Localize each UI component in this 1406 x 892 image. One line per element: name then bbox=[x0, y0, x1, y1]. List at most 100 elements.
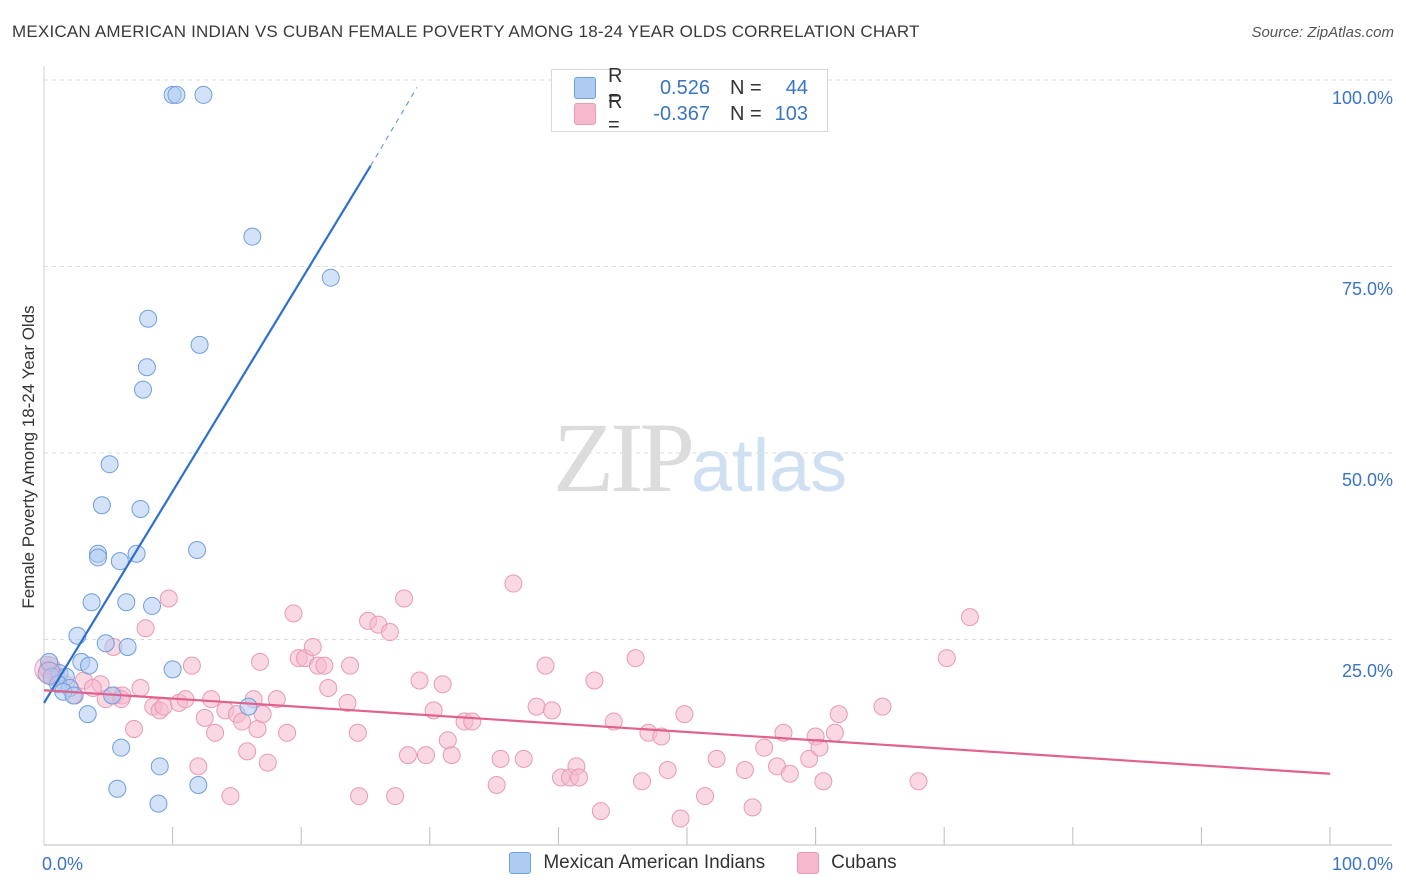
cuban-point bbox=[800, 749, 819, 768]
cuban-point bbox=[258, 753, 277, 772]
mexican-american-indian-point bbox=[118, 637, 137, 656]
cuban-point bbox=[438, 731, 457, 750]
cuban-point bbox=[514, 749, 533, 768]
cuban-point bbox=[780, 764, 799, 783]
cuban-point bbox=[221, 787, 240, 806]
cuban-point bbox=[658, 761, 677, 780]
mexican-american-indian-point bbox=[82, 593, 101, 612]
mexican-american-indian-point bbox=[143, 596, 162, 615]
cuban-point bbox=[284, 604, 303, 623]
cuban-point bbox=[671, 809, 690, 828]
cuban-point bbox=[604, 712, 623, 731]
cuban-point bbox=[707, 749, 726, 768]
cuban-point bbox=[814, 772, 833, 791]
mexican-american-indian-point bbox=[108, 779, 127, 798]
cubans-trend-line bbox=[43, 689, 1331, 775]
cuban-point bbox=[829, 705, 848, 724]
cuban-point bbox=[233, 712, 252, 731]
mexican-american-indian-point bbox=[92, 496, 111, 515]
legend-row-mexican-american-indians: R = 0.526 N = 44 bbox=[574, 65, 808, 110]
cuban-point bbox=[743, 798, 762, 817]
cuban-point bbox=[338, 693, 357, 712]
cuban-point bbox=[315, 656, 334, 675]
cuban-point bbox=[675, 705, 694, 724]
y-tick-label: 100.0% bbox=[1332, 88, 1393, 108]
watermark-zip: ZIP bbox=[553, 402, 695, 513]
mexican-american-indian-point bbox=[167, 85, 186, 104]
cuban-point bbox=[136, 619, 155, 638]
cuban-point bbox=[825, 723, 844, 742]
cuban-point bbox=[267, 690, 286, 709]
mexican-american-indian-point bbox=[100, 455, 119, 474]
mexican-american-indian-point bbox=[89, 548, 108, 567]
cubans-points bbox=[34, 574, 979, 828]
cuban-point bbox=[348, 723, 367, 742]
mexican-american-indian-point bbox=[150, 757, 169, 776]
mexican-american-indian-point bbox=[189, 775, 208, 794]
legend-swatch-blue bbox=[509, 852, 532, 874]
watermark-atlas: atlas bbox=[691, 424, 848, 507]
cuban-point bbox=[182, 656, 201, 675]
zipatlas-watermark: ZIPatlas bbox=[553, 400, 847, 515]
cuban-point bbox=[755, 738, 774, 757]
cuban-point bbox=[131, 678, 150, 697]
mexican-american-indian-point bbox=[137, 358, 156, 377]
axes bbox=[43, 66, 1392, 846]
cuban-point bbox=[433, 675, 452, 694]
mexican-american-indian-point bbox=[321, 268, 340, 287]
mexican-american-indian-point bbox=[163, 660, 182, 679]
mexican-american-indian-point bbox=[112, 738, 131, 757]
legend-item-cubans: Cubans bbox=[797, 852, 897, 874]
cuban-point bbox=[937, 649, 956, 668]
cuban-point bbox=[238, 742, 257, 761]
legend-n-label: N = bbox=[730, 102, 762, 125]
y-tick-label: 25.0% bbox=[1342, 661, 1393, 681]
trend-lines bbox=[43, 87, 1331, 775]
cuban-point bbox=[960, 608, 979, 627]
cuban-point bbox=[341, 656, 360, 675]
x-tick-label: 0.0% bbox=[42, 854, 83, 874]
cuban-point bbox=[810, 738, 829, 757]
cuban-point bbox=[527, 697, 546, 716]
legend-n-label: N = bbox=[730, 76, 762, 99]
cuban-point bbox=[591, 802, 610, 821]
mexican-american-indian-point bbox=[188, 540, 207, 559]
legend-item-mexican-american-indians: Mexican American Indians bbox=[509, 852, 765, 874]
cuban-point bbox=[442, 746, 461, 765]
mexican-american-indian-point bbox=[117, 593, 136, 612]
legend-r-value: 0.526 bbox=[659, 76, 710, 99]
tick-labels: 100.0% 75.0% 50.0% 25.0% 0.0% 100.0% bbox=[42, 88, 1393, 874]
cuban-point bbox=[380, 623, 399, 642]
legend-swatch-pink bbox=[797, 852, 820, 874]
mexican-american-indian-point bbox=[37, 661, 61, 685]
cuban-point bbox=[319, 678, 338, 697]
mexican-american-indian-point bbox=[80, 656, 99, 675]
cuban-point bbox=[873, 697, 892, 716]
chart-title: MEXICAN AMERICAN INDIAN VS CUBAN FEMALE … bbox=[12, 22, 920, 41]
cuban-point bbox=[487, 775, 506, 794]
cuban-point bbox=[416, 746, 435, 765]
cuban-point bbox=[278, 723, 297, 742]
cuban-point bbox=[251, 652, 270, 671]
mexican-american-indian-point bbox=[131, 499, 150, 518]
y-tick-label: 75.0% bbox=[1342, 279, 1393, 299]
mexican-american-indian-point bbox=[243, 227, 262, 246]
x-tick-label: 100.0% bbox=[1332, 854, 1393, 874]
legend-r-label: R = bbox=[608, 91, 623, 136]
legend-label: Mexican American Indians bbox=[543, 852, 766, 873]
cuban-point bbox=[632, 772, 651, 791]
cuban-point bbox=[253, 705, 272, 724]
legend-n-value: 44 bbox=[785, 76, 808, 99]
legend-n-value: 103 bbox=[774, 102, 808, 125]
cuban-point bbox=[491, 749, 510, 768]
legend-r-label: R = bbox=[608, 65, 623, 110]
mexican-american-indian-point bbox=[149, 794, 168, 813]
cuban-point bbox=[159, 589, 178, 608]
legend-label: Cubans bbox=[831, 852, 897, 873]
series-legend: Mexican American Indians Cubans bbox=[0, 852, 1406, 874]
cuban-point bbox=[463, 712, 482, 731]
cuban-point bbox=[154, 697, 173, 716]
cuban-point bbox=[542, 701, 561, 720]
y-tick-label: 50.0% bbox=[1342, 470, 1393, 490]
